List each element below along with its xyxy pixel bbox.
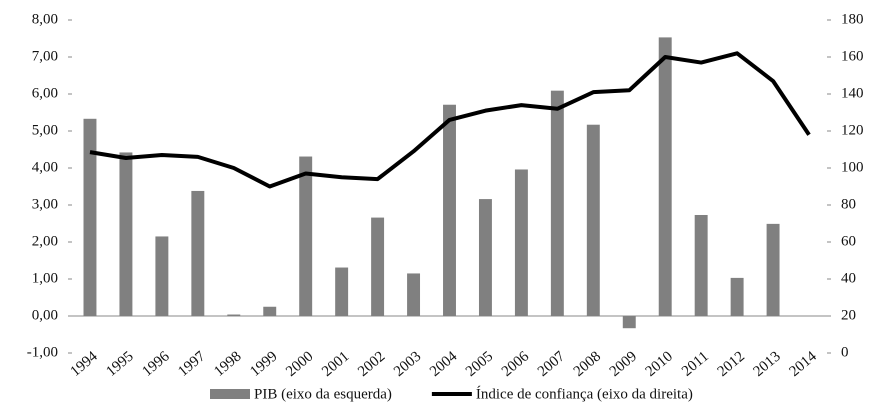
y-tick-label: 4,00 (32, 159, 58, 175)
bar (83, 118, 97, 316)
x-tick-label: 2002 (355, 348, 388, 380)
y2-tick-label: 80 (841, 196, 856, 212)
x-tick-label: 2007 (535, 348, 569, 380)
x-tick-label: 1994 (67, 348, 101, 380)
y-tick-label: 5,00 (32, 122, 58, 138)
x-tick-label: 2014 (787, 348, 821, 380)
bar (586, 124, 600, 317)
y2-tick-label: 60 (841, 233, 856, 249)
bar (622, 316, 636, 329)
y2-tick-label: 0 (841, 344, 849, 360)
y-tick-label: 7,00 (32, 48, 58, 64)
y-tick-label: 6,00 (32, 85, 58, 101)
x-tick-label: 2008 (571, 348, 604, 380)
bar (443, 104, 456, 316)
y-tick-label: 2,00 (32, 233, 58, 249)
bar (514, 169, 528, 316)
x-tick-label: 2011 (679, 348, 712, 379)
y-tick-label: 0,00 (32, 307, 58, 323)
bar (658, 37, 672, 316)
x-tick-label: 2012 (715, 348, 748, 380)
y2-tick-label: 40 (841, 270, 856, 286)
bar (371, 217, 385, 316)
y2-tick-label: 120 (841, 122, 864, 138)
x-tick-label: 2000 (283, 348, 316, 380)
legend-swatch (210, 389, 250, 399)
y2-tick-label: 180 (841, 11, 864, 27)
bar (299, 156, 313, 316)
x-tick-label: 2009 (607, 348, 640, 380)
x-tick-label: 2001 (319, 348, 352, 380)
bar (227, 314, 241, 316)
x-tick-label: 1995 (103, 348, 136, 380)
legend-label: Índice de confiança (eixo da direita) (476, 385, 693, 402)
y-tick-label: 1,00 (32, 270, 58, 286)
y2-tick-label: 160 (841, 48, 864, 64)
bar (191, 190, 205, 316)
x-tick-label: 1999 (247, 348, 280, 380)
x-tick-label: 1997 (175, 348, 209, 380)
y2-tick-label: 140 (841, 85, 864, 101)
y-tick-label: 3,00 (32, 196, 58, 212)
bar (155, 236, 169, 316)
legend-label: PIB (eixo da esquerda) (254, 386, 392, 402)
y-tick-label: -1,00 (27, 344, 58, 360)
bar (694, 214, 708, 316)
y2-tick-label: 20 (841, 307, 856, 323)
x-tick-label: 2005 (463, 348, 496, 380)
x-tick-label: 2006 (499, 348, 533, 380)
y-tick-label: 8,00 (32, 11, 58, 27)
x-tick-label: 2013 (751, 348, 784, 380)
bar (263, 306, 277, 316)
x-tick-label: 1998 (211, 348, 244, 380)
x-tick-label: 1996 (139, 348, 173, 380)
x-tick-label: 2010 (643, 348, 676, 380)
line (89, 51, 811, 189)
bar (766, 223, 780, 316)
bar (407, 273, 421, 316)
x-tick-label: 2004 (427, 348, 461, 380)
bar (550, 90, 564, 316)
bar (478, 199, 492, 316)
x-tick-label: 2003 (391, 348, 424, 380)
bar (119, 152, 133, 316)
bar (335, 267, 349, 316)
bar (730, 277, 744, 316)
y2-tick-label: 100 (841, 159, 864, 175)
